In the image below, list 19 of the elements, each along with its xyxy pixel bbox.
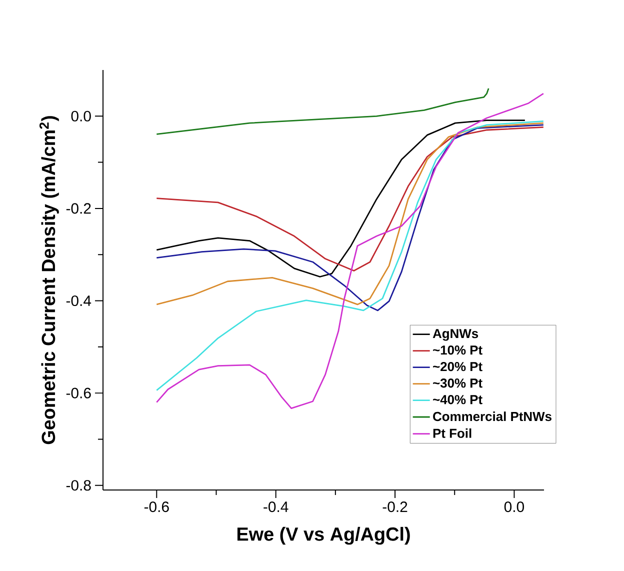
legend-label: ~30% Pt <box>433 378 482 388</box>
legend-label: ~10% Pt <box>433 345 482 355</box>
legend-label: ~40% Pt <box>433 395 482 404</box>
legend-label: AgNWs <box>432 329 478 341</box>
x-axis-title: Ewe (V vs Ag/AgCl) <box>237 526 410 545</box>
y-tick-label: -0.4 <box>66 295 92 306</box>
x-tick-label: 0.0 <box>504 502 524 512</box>
legend-label: Pt Foil <box>433 428 472 438</box>
x-tick-label: -0.6 <box>144 502 169 512</box>
y-tick-label: -0.6 <box>66 388 91 398</box>
y-axis-title: Geometric Current Density (mA/cm$^{2}$) <box>39 116 59 444</box>
y-tick-label: 0.0 <box>71 110 91 122</box>
x-tick-label: -0.4 <box>264 502 288 512</box>
legend-label: Commercial PtNWs <box>433 412 552 422</box>
line-series <box>156 88 490 135</box>
y-tick-label: -0.8 <box>66 480 91 491</box>
legend-label: ~20% Pt <box>433 362 482 372</box>
y-tick-label: -0.2 <box>66 203 91 214</box>
x-tick-label: -0.2 <box>382 502 408 512</box>
